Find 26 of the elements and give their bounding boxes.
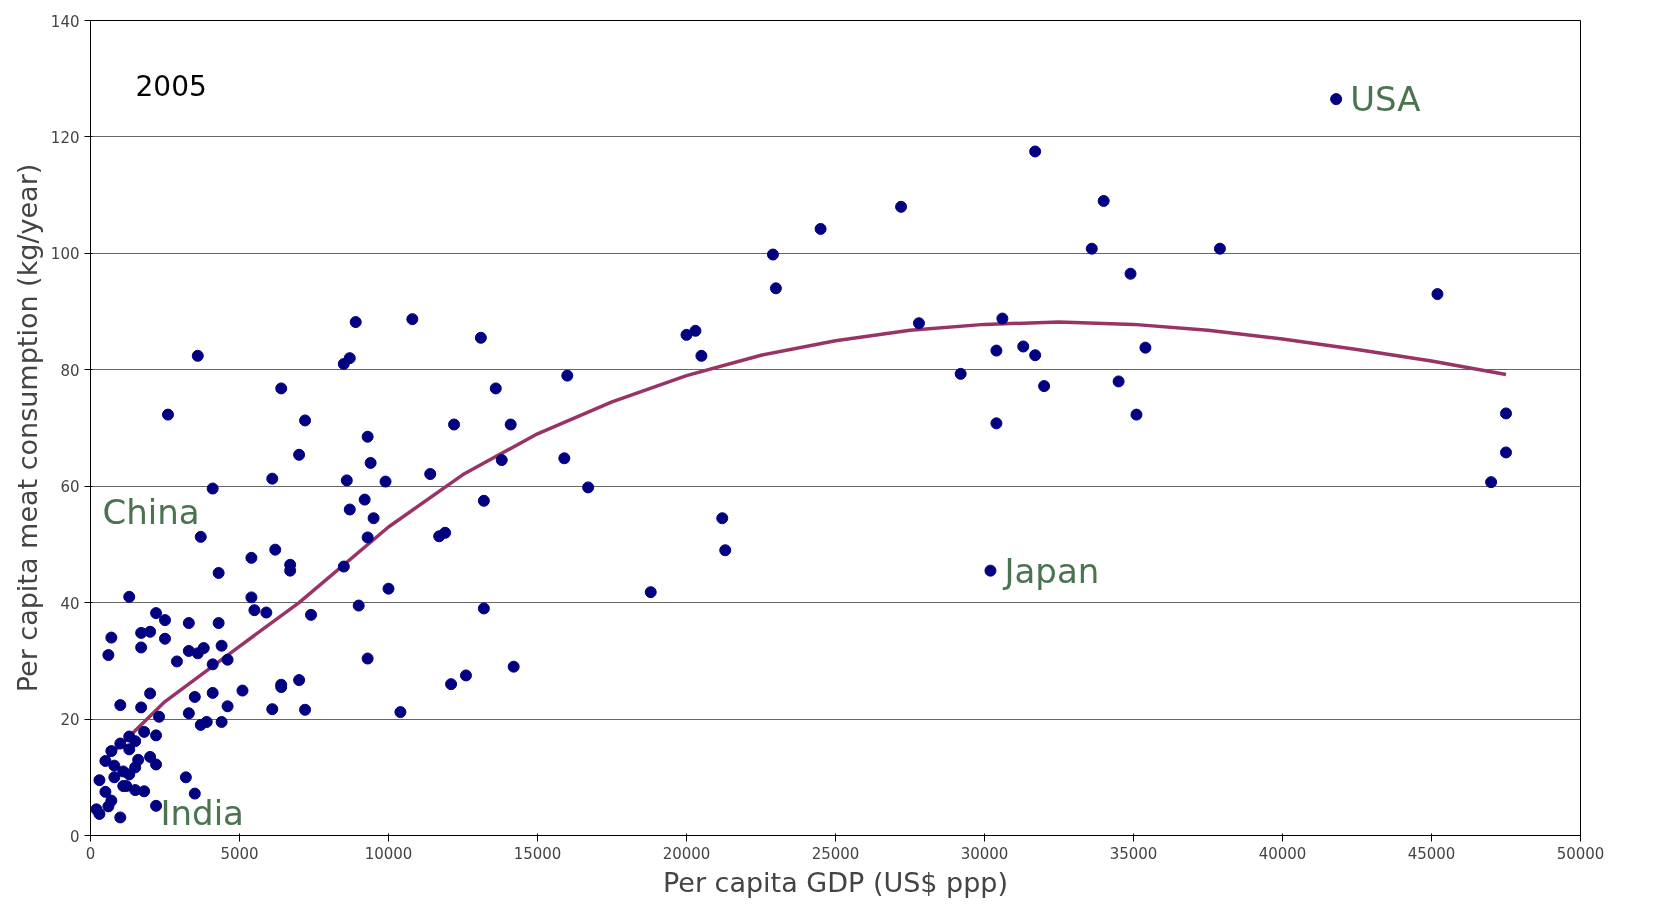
x-tick-label: 10000	[364, 844, 413, 863]
x-tick-label: 50000	[1556, 844, 1605, 863]
x-tick-label: 40000	[1258, 844, 1307, 863]
annotation: Japan	[1002, 550, 1100, 591]
y-tick-label: 140	[50, 12, 80, 31]
x-tick-label: 30000	[960, 844, 1009, 863]
y-tick-label: 0	[69, 827, 80, 846]
annotation: India	[160, 792, 244, 833]
x-tick-label: 35000	[1109, 844, 1158, 863]
x-tick-label: 0	[85, 844, 96, 863]
x-tick-label: 15000	[513, 844, 562, 863]
x-tick-label: 25000	[811, 844, 860, 863]
y-axis-title: Per capita meat consumption (kg/year)	[11, 163, 43, 693]
x-axis-title: Per capita GDP (US$ ppp)	[662, 866, 1009, 898]
y-tick-label: 60	[60, 478, 80, 497]
y-tick-label: 120	[50, 128, 80, 147]
x-tick-label: 5000	[220, 844, 259, 863]
y-tick-label: 40	[60, 594, 80, 613]
x-tick-label: 45000	[1407, 844, 1456, 863]
annotation: USA	[1350, 79, 1421, 120]
y-tick-label: 80	[60, 361, 80, 380]
y-tick-label: 20	[60, 711, 80, 730]
x-tick-label: 20000	[662, 844, 711, 863]
y-tick-label: 100	[50, 245, 80, 264]
annotation: China	[102, 491, 200, 532]
annotation: 2005	[135, 70, 207, 103]
